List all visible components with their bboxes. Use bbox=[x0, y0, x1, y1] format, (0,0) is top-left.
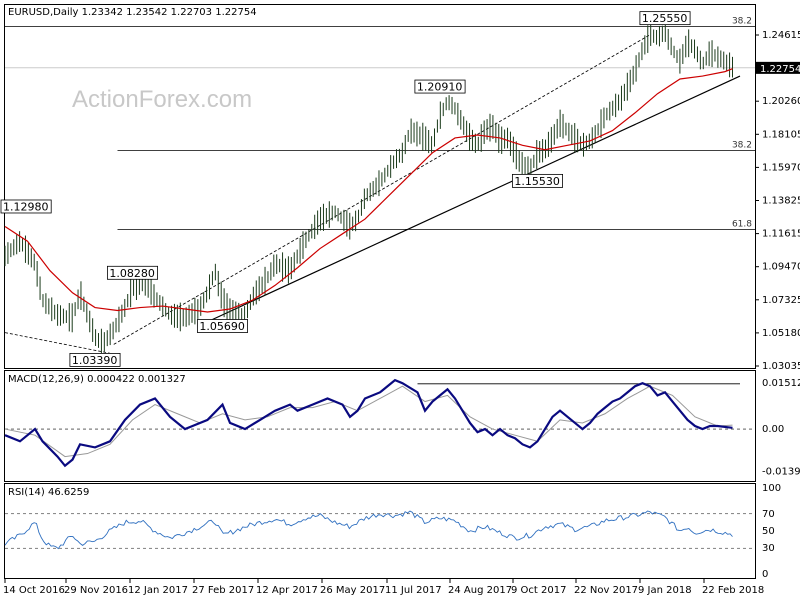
rsi-y-tick-label: 50 bbox=[762, 526, 775, 537]
macd-title: MACD(12,26,9) 0.000422 0.001327 bbox=[8, 374, 186, 385]
peak-label-box bbox=[414, 79, 466, 94]
x-tick-label: 22 Nov 2017 bbox=[574, 585, 638, 596]
peak-label-box bbox=[0, 199, 52, 214]
peak-label: 1.20910 bbox=[417, 81, 463, 94]
rsi-y-tick-label: 70 bbox=[762, 509, 775, 520]
chart-title: EURUSD,Daily 1.23342 1.23542 1.22703 1.2… bbox=[8, 7, 257, 18]
macd-y-tick-label: -0.013938 bbox=[762, 467, 800, 478]
peak-label: 1.05690 bbox=[199, 320, 245, 333]
macd-layer bbox=[4, 378, 755, 468]
lower-trendline bbox=[199, 75, 741, 326]
peak-label: 1.12980 bbox=[3, 200, 49, 213]
y-tick-label: 1.07325 bbox=[762, 295, 800, 306]
y-tick-label: 1.05180 bbox=[762, 328, 800, 339]
peak-label: 1.08280 bbox=[109, 267, 154, 280]
y-tick-label: 1.09470 bbox=[762, 262, 800, 273]
x-axis: 14 Oct 2016 29 Nov 2016 12 Jan 2017 27 Feb … bbox=[3, 579, 764, 596]
x-tick-label: 12 Jan 2017 bbox=[128, 585, 188, 596]
peak-label-box bbox=[69, 353, 121, 367]
peak-label-box bbox=[512, 173, 564, 188]
x-tick-label: 12 Apr 2017 bbox=[256, 585, 318, 596]
rsi-panel bbox=[4, 483, 756, 579]
peak-label: 1.03390 bbox=[72, 354, 118, 367]
y-tick-label: 1.03035 bbox=[762, 361, 800, 372]
x-tick-label: 29 Nov 2016 bbox=[64, 585, 128, 596]
x-tick-label: 14 Oct 2016 bbox=[3, 585, 65, 596]
fib-label: 61.8 bbox=[732, 219, 752, 229]
fib-label: 38.2 bbox=[732, 141, 752, 151]
macd-panel bbox=[4, 370, 756, 482]
peak-label: 1.15530 bbox=[514, 175, 560, 188]
y-tick-label: 1.15970 bbox=[762, 162, 800, 173]
rsi-y-tick-label: 30 bbox=[762, 543, 775, 554]
early-dashed bbox=[4, 332, 111, 354]
peak-label-box bbox=[107, 265, 159, 280]
x-tick-label: 26 May 2017 bbox=[320, 585, 385, 596]
x-tick-label: 24 Aug 2017 bbox=[448, 585, 512, 596]
moving-average-line bbox=[4, 68, 733, 313]
last-price-label: 1.22754 bbox=[760, 64, 800, 75]
x-tick-label: 9 Jan 2018 bbox=[638, 585, 692, 596]
peak-label-box bbox=[196, 319, 248, 333]
x-tick-label: 9 Oct 2017 bbox=[511, 585, 566, 596]
rsi-y-tick-label: 100 bbox=[762, 483, 781, 494]
macd-y-tick-label: 0.01512 bbox=[762, 378, 800, 389]
rsi-line bbox=[4, 510, 733, 550]
rsi-title: RSI(14) 46.6259 bbox=[8, 487, 89, 498]
x-tick-label: 22 Feb 2018 bbox=[702, 585, 764, 596]
price-panel bbox=[4, 4, 756, 369]
macd-y-tick-label: 0.00 bbox=[762, 424, 784, 435]
y-tick-label: 1.13825 bbox=[762, 196, 800, 207]
y-axis: 1.246151.224401.202601.181051.159701.138… bbox=[755, 30, 800, 580]
x-tick-label: 27 Feb 2017 bbox=[192, 585, 254, 596]
price-bars bbox=[4, 23, 733, 358]
y-tick-label: 1.24615 bbox=[762, 30, 800, 41]
y-tick-label: 1.11615 bbox=[762, 229, 800, 240]
price-layer: 38.2 38.2 61.8 1.25550 1.20910 1.15530 1.08280… bbox=[0, 11, 755, 367]
rsi-layer bbox=[4, 510, 755, 550]
x-tick-label: 11 Jul 2017 bbox=[385, 585, 442, 596]
y-tick-label: 1.18105 bbox=[762, 129, 800, 140]
peak-label-box bbox=[639, 11, 691, 26]
rsi-y-tick-label: 0 bbox=[762, 569, 768, 580]
y-tick-label: 1.20260 bbox=[762, 96, 800, 107]
fib-label: 38.2 bbox=[732, 17, 752, 27]
last-price-badge bbox=[756, 61, 800, 74]
watermark: ActionForex.com bbox=[72, 86, 252, 113]
peak-label: 1.25550 bbox=[642, 12, 688, 25]
macd-signal-line bbox=[4, 385, 733, 458]
upper-channel bbox=[113, 34, 651, 345]
macd-line bbox=[4, 378, 733, 468]
